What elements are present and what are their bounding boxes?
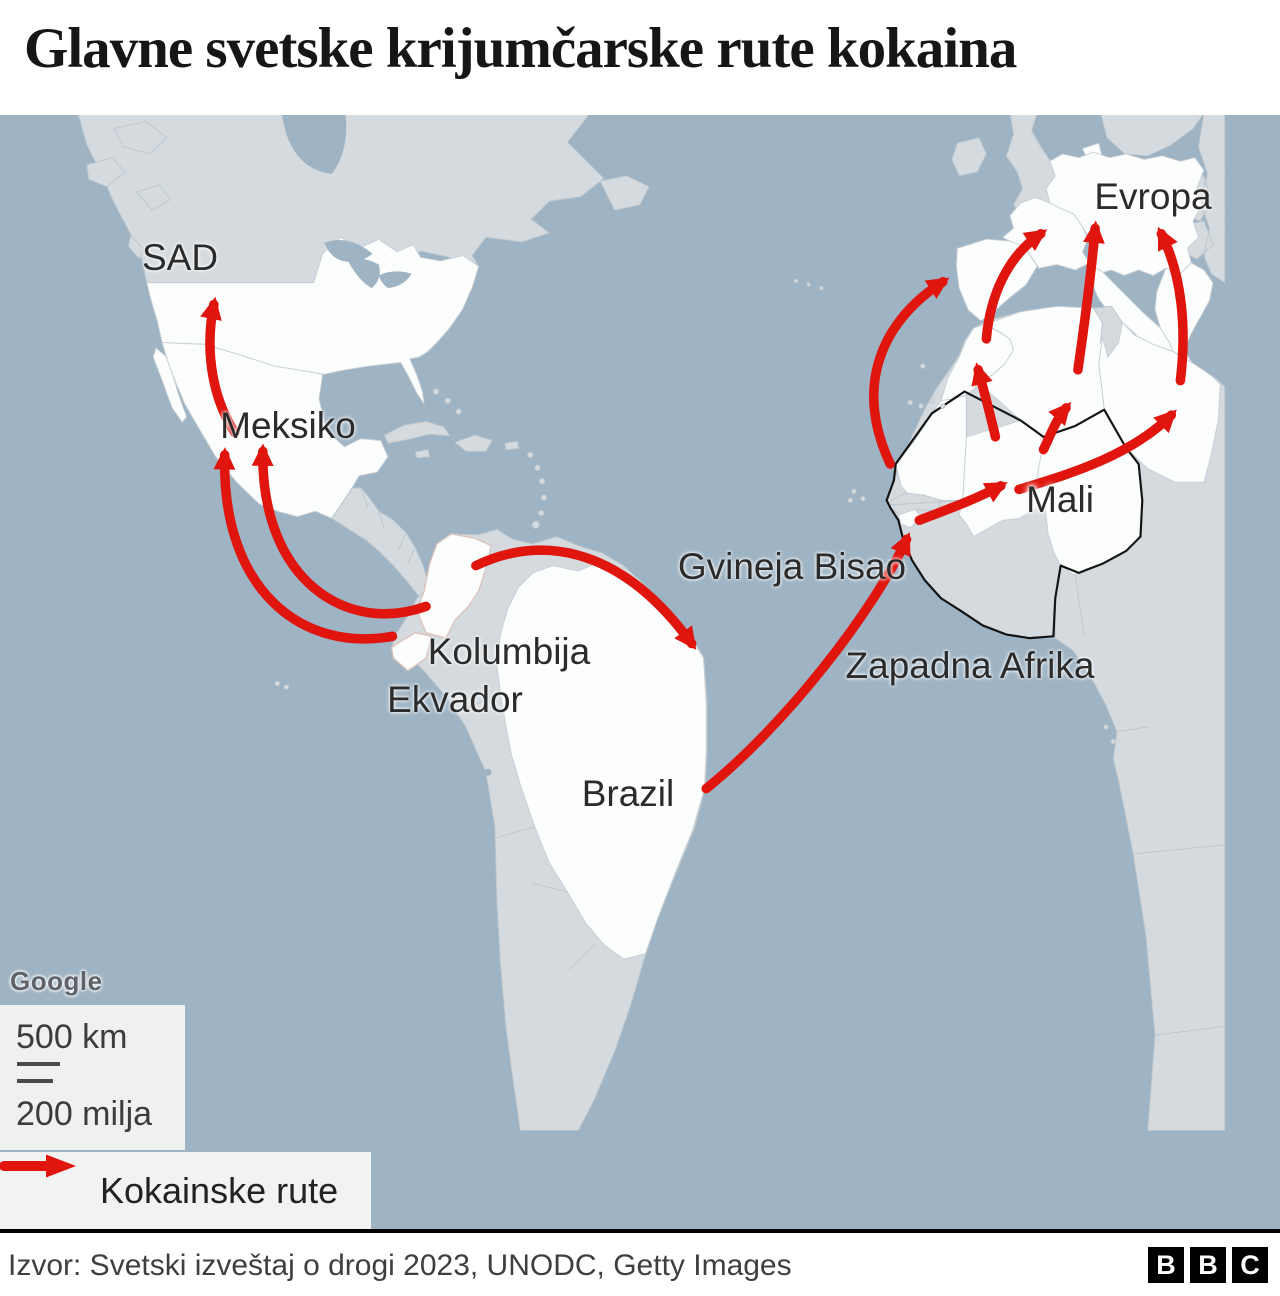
map-label-mali: Mali	[1026, 479, 1094, 520]
hispaniola	[454, 434, 493, 452]
cocaine-routes	[200, 220, 1188, 794]
galapagos	[274, 680, 290, 690]
page-title: Glavne svetske krijumčarske rute kokaina	[24, 17, 1017, 80]
route-brazil-gvineja-bisao	[701, 532, 912, 794]
jamaica	[414, 449, 431, 459]
route-mauritanija-sever	[971, 362, 1001, 442]
bbc-logo-letter: B	[1148, 1247, 1184, 1283]
route-libija-balkan	[1156, 226, 1188, 386]
baja-california	[152, 347, 188, 424]
route-maroko-francuska	[981, 229, 1048, 344]
bbc-logo-letter: B	[1190, 1247, 1226, 1283]
small-islands-caribbean	[432, 388, 548, 529]
cuba	[383, 420, 451, 444]
map-label-ekvador: Ekvador	[387, 679, 523, 720]
country-canada	[77, 115, 605, 284]
map-canvas	[77, 115, 1226, 1131]
map-label-kolumbija: Kolumbija	[427, 631, 591, 672]
hudson-bay	[282, 115, 347, 174]
legend: Kokainske rute	[0, 1152, 371, 1230]
newfoundland-island	[599, 175, 650, 211]
route-mali-libija	[1014, 409, 1177, 495]
route-meksiko-sad	[200, 296, 240, 438]
arctic-islands	[86, 120, 172, 261]
map-label-gvineja-bisao: Gvineja Bisao	[677, 546, 907, 587]
scale-km-bar	[17, 1062, 60, 1066]
puerto-rico	[504, 440, 520, 451]
bbc-logo-letter: C	[1232, 1247, 1268, 1283]
map-label-brazil: Brazil	[581, 773, 675, 814]
google-watermark: Google	[10, 966, 103, 996]
route-mali-severoistok	[1038, 401, 1072, 455]
scale-miles-bar	[17, 1079, 53, 1083]
scandinavia	[1100, 115, 1204, 157]
footer: Izvor: Svetski izveštaj o drogi 2023, UN…	[0, 1229, 1280, 1296]
atlantic-islands	[793, 278, 1116, 745]
lake-titicaca	[484, 768, 492, 776]
scale-km-label: 500 km	[16, 1018, 128, 1056]
route-ekvador-meksiko	[213, 447, 398, 644]
route-kolumbija-meksiko	[251, 443, 431, 619]
map-label-evropa: Evropa	[1094, 176, 1212, 217]
route-alzir-italija	[1073, 220, 1105, 375]
source-credit: Izvor: Svetski izveštaj o drogi 2023, UN…	[8, 1249, 792, 1282]
map-scale: 500 km 200 milja	[0, 1005, 185, 1150]
country-colombia	[416, 533, 493, 639]
map-label-sad: SAD	[141, 237, 219, 278]
central-america	[331, 487, 438, 603]
legend-route-label: Kokainske rute	[100, 1170, 339, 1211]
world-map: SAD Meksiko Kolumbija Ekvador Brazil Gvineja …	[0, 115, 1280, 1232]
scale-miles-label: 200 milja	[16, 1095, 153, 1133]
ireland	[951, 137, 987, 177]
great-lakes	[324, 240, 412, 289]
map-label-meksiko: Meksiko	[220, 405, 356, 446]
route-arrow-icon	[0, 1154, 76, 1178]
country-ecuador	[390, 632, 433, 672]
central-america-borders	[360, 487, 416, 564]
route-gvineja-bisao-mali	[914, 481, 1008, 526]
map-label-zapadna-afrika: Zapadna Afrika	[845, 645, 1095, 686]
route-kolumbija-brazil	[471, 545, 697, 650]
route-atlantik-spanija	[869, 277, 950, 469]
